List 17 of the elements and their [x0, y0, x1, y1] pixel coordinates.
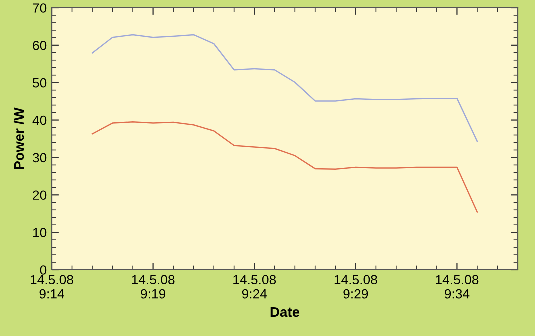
y-tick-label: 40 [32, 116, 47, 126]
x-axis-title: Date [270, 307, 300, 318]
y-tick-label: 70 [33, 4, 47, 13]
y-tick-label: 50 [32, 78, 47, 88]
x-tick-label: 14.5.08 9:14 [30, 275, 74, 299]
y-tick-label: 10 [33, 228, 47, 238]
line-series [92, 34, 478, 142]
y-tick-label: 0 [40, 266, 47, 275]
x-tick-label: 14.5.08 9:29 [334, 275, 378, 299]
x-tick-label: 14.5.08 9:19 [132, 275, 175, 299]
x-tick-label: 14.5.08 9:34 [436, 275, 479, 299]
x-tick-label: 14.5.08 9:24 [234, 275, 276, 299]
y-tick-label: 30 [32, 153, 47, 163]
line-series [92, 122, 478, 213]
y-tick-label: 60 [33, 40, 47, 50]
y-axis-title: Power /W [14, 108, 24, 170]
y-tick-label: 20 [33, 190, 47, 200]
